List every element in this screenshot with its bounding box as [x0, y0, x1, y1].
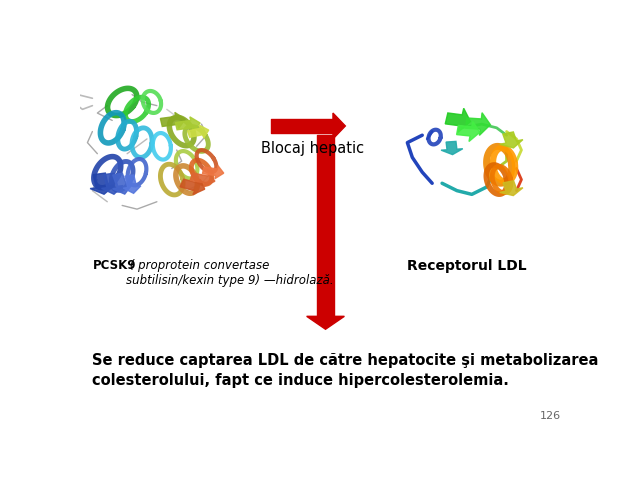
FancyArrow shape	[90, 173, 115, 194]
Text: Se reduce captarea LDL de către hepatocite şi metabolizarea
colesterolului, fapt: Se reduce captarea LDL de către hepatoci…	[92, 353, 599, 388]
FancyArrow shape	[188, 125, 209, 138]
FancyArrow shape	[500, 132, 523, 148]
FancyArrow shape	[175, 117, 200, 132]
FancyArrow shape	[161, 112, 185, 129]
Polygon shape	[307, 316, 344, 329]
FancyArrow shape	[113, 173, 132, 194]
FancyArrow shape	[202, 166, 224, 179]
FancyArrow shape	[102, 173, 123, 194]
FancyArrow shape	[465, 113, 490, 135]
Polygon shape	[333, 113, 346, 139]
Text: PCSK9: PCSK9	[92, 259, 136, 272]
Text: Blocaj hepatic: Blocaj hepatic	[261, 141, 364, 156]
Text: 126: 126	[540, 410, 561, 420]
FancyArrow shape	[190, 172, 215, 187]
Text: ( proprotein convertase
subtilisin/kexin type 9) —hidrolază.: ( proprotein convertase subtilisin/kexin…	[126, 259, 333, 287]
FancyArrow shape	[500, 181, 523, 195]
FancyArrow shape	[180, 179, 205, 194]
FancyArrow shape	[124, 175, 141, 193]
FancyArrow shape	[441, 142, 463, 155]
FancyArrow shape	[456, 121, 480, 142]
FancyArrow shape	[445, 108, 470, 132]
Text: Receptorul LDL: Receptorul LDL	[408, 259, 527, 273]
